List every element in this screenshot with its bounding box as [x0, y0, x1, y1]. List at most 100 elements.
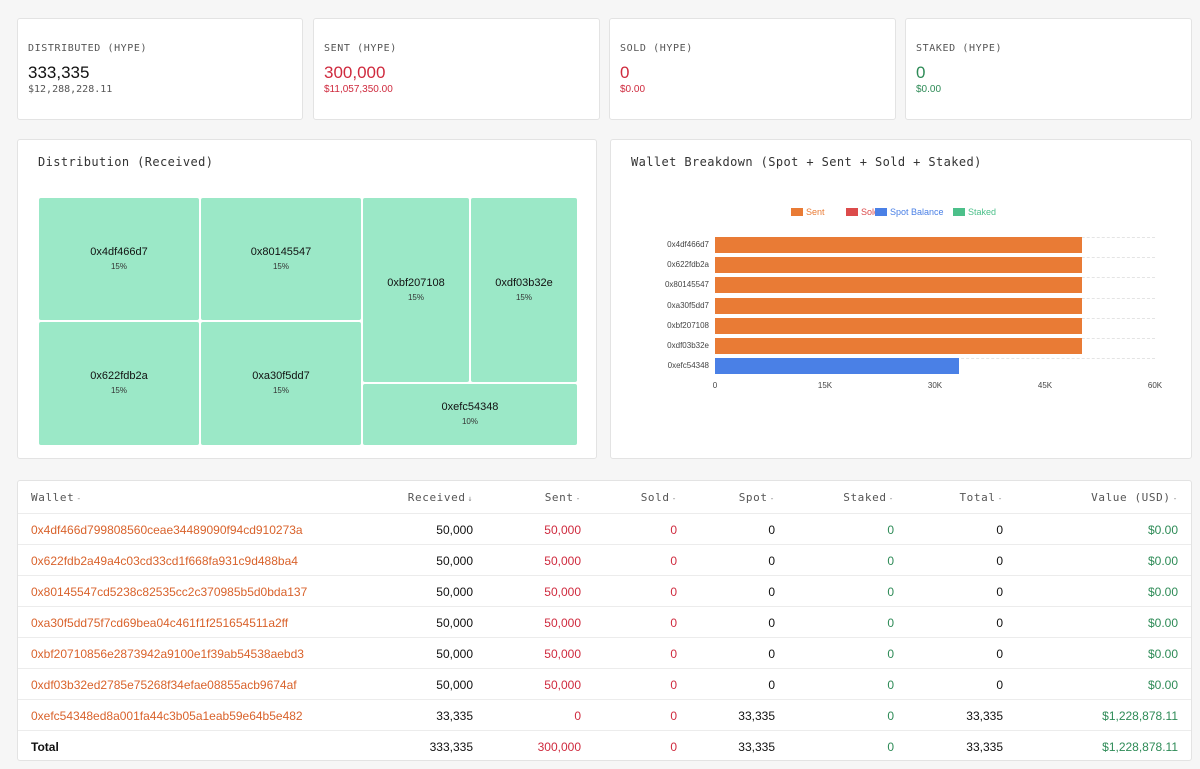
staked-value: 0: [887, 585, 894, 599]
treemap-tile[interactable]: 0x622fdb2a 15%: [39, 322, 199, 445]
total-received-value: 333,335: [429, 740, 473, 754]
header-wallet[interactable]: Wallet -: [31, 491, 82, 504]
treemap-tile[interactable]: 0x80145547 15%: [201, 198, 361, 320]
bar-sent[interactable]: [715, 277, 1082, 294]
bar-sent[interactable]: [715, 338, 1082, 354]
x-tick-label: 15K: [817, 381, 833, 390]
stat-label: DISTRIBUTED (HYPE): [28, 43, 148, 54]
header-label: Sold: [640, 491, 670, 504]
usd-value: $0.00: [1147, 647, 1178, 661]
total-value: 33,335: [966, 709, 1003, 723]
tile-pct: 15%: [272, 262, 289, 271]
legend-swatch: [953, 208, 965, 216]
total-usd-value: $1,228,878.11: [1102, 740, 1178, 754]
table-row: 0x622fdb2a49a4c03cd33cd1f668fa931c9d488b…: [18, 545, 1191, 576]
header-staked[interactable]: Staked -: [843, 491, 894, 504]
sort-indicator: -: [997, 494, 1003, 503]
total-sold-value: 0: [670, 740, 677, 754]
header-total[interactable]: Total -: [959, 491, 1003, 504]
x-tick-label: 30K: [927, 381, 943, 390]
received-value: 50,000: [436, 585, 473, 599]
header-received[interactable]: Received ↓: [408, 491, 473, 504]
spot-value: 33,335: [738, 709, 775, 723]
category-label: 0x80145547: [664, 280, 709, 290]
legend-item[interactable]: Sold: [846, 207, 879, 217]
wallet-link[interactable]: 0xefc54348ed8a001fa44c3b05a1eab59e64b5e4…: [31, 709, 303, 723]
sort-indicator: ↓: [467, 494, 473, 503]
category-label: 0xa30f5dd7: [667, 300, 709, 310]
wallet-link[interactable]: 0x622fdb2a49a4c03cd33cd1f668fa931c9d488b…: [31, 554, 298, 568]
header-label: Wallet: [31, 491, 75, 504]
wallet-link[interactable]: 0xbf20710856e2873942a9100e1f39ab54538aeb…: [31, 647, 304, 661]
bar-sent[interactable]: [715, 257, 1082, 274]
sold-value: 0: [670, 523, 677, 537]
wallet-link[interactable]: 0x80145547cd5238c82535cc2c370985b5d0bda1…: [31, 585, 308, 599]
usd-value: $0.00: [1147, 585, 1178, 599]
bar-sent[interactable]: [715, 237, 1082, 253]
tile-name: 0x80145547: [250, 246, 312, 258]
stat-label: SENT (HYPE): [324, 43, 397, 54]
wallet-breakdown-panel: Wallet Breakdown (Spot + Sent + Sold + S…: [610, 139, 1192, 459]
staked-value: 0: [887, 678, 894, 692]
wallet-link[interactable]: 0xa30f5dd75f7cd69bea04c461f1f251654511a2…: [31, 616, 289, 630]
usd-value: $0.00: [1147, 616, 1178, 630]
x-tick-label: 0: [712, 381, 718, 390]
sold-value: 0: [670, 709, 677, 723]
stat-label: STAKED (HYPE): [916, 43, 1003, 54]
wallet-link[interactable]: 0xdf03b32ed2785e75268f34efae08855acb9674…: [31, 678, 297, 692]
bar-sent[interactable]: [715, 317, 1082, 334]
stat-card-distributed: DISTRIBUTED (HYPE) 333,335 $12,288,228.1…: [17, 18, 303, 120]
total-value: 0: [996, 523, 1003, 537]
spot-value: 0: [768, 523, 775, 537]
usd-value: $0.00: [1147, 523, 1178, 537]
received-value: 50,000: [436, 678, 473, 692]
spot-value: 0: [768, 554, 775, 568]
sent-value: 50,000: [544, 554, 581, 568]
bar-sent[interactable]: [715, 297, 1082, 314]
header-label: Staked: [843, 491, 887, 504]
sold-value: 0: [670, 616, 677, 630]
stat-value: 300,000: [324, 63, 386, 82]
table-row: 0x80145547cd5238c82535cc2c370985b5d0bda1…: [18, 576, 1191, 607]
staked-value: 0: [887, 647, 894, 661]
treemap-tile[interactable]: 0xdf03b32e 15%: [471, 198, 577, 382]
sent-value: 50,000: [544, 523, 581, 537]
treemap-tile[interactable]: 0x4df466d7 15%: [39, 198, 199, 320]
header-spot[interactable]: Spot -: [739, 491, 775, 504]
legend-item[interactable]: Staked: [953, 207, 996, 217]
tile-pct: 15%: [272, 386, 289, 395]
header-sold[interactable]: Sold -: [641, 491, 677, 504]
bar-spot-balance[interactable]: [715, 358, 960, 375]
treemap-tile[interactable]: 0xefc54348 10%: [363, 384, 577, 445]
stat-card-sold: SOLD (HYPE) 0 $0.00: [609, 18, 896, 120]
usd-value: $0.00: [1147, 678, 1178, 692]
tile-pct: 15%: [407, 293, 424, 302]
stat-usd: $0.00: [916, 84, 942, 95]
tile-pct: 10%: [461, 417, 478, 426]
legend-item[interactable]: Spot Balance: [875, 207, 944, 217]
wallet-link[interactable]: 0x4df466d799808560ceae34489090f94cd91027…: [31, 523, 303, 537]
legend-item[interactable]: Sent: [791, 207, 825, 217]
table-row: 0x4df466d799808560ceae34489090f94cd91027…: [18, 514, 1191, 545]
chart-title: Wallet Breakdown (Spot + Sent + Sold + S…: [631, 155, 982, 169]
header-sent[interactable]: Sent -: [545, 491, 581, 504]
legend-swatch: [875, 208, 887, 216]
header-label: Sent: [544, 491, 574, 504]
tile-pct: 15%: [515, 293, 532, 302]
received-value: 50,000: [436, 523, 473, 537]
total-total-value: 33,335: [966, 740, 1003, 754]
category-label: 0xefc54348: [667, 361, 709, 371]
total-value: 0: [996, 647, 1003, 661]
table-row: 0xbf20710856e2873942a9100e1f39ab54538aeb…: [18, 638, 1191, 669]
header-value-usd[interactable]: Value (USD) -: [1091, 491, 1178, 504]
legend-swatch: [846, 208, 858, 216]
legend-label: Sold: [861, 207, 880, 217]
tile-name: 0x622fdb2a: [90, 370, 148, 382]
legend-label: Spot Balance: [890, 207, 944, 217]
staked-value: 0: [887, 709, 894, 723]
staked-value: 0: [887, 523, 894, 537]
treemap-tile[interactable]: 0xbf207108 15%: [363, 198, 469, 382]
total-value: 0: [996, 678, 1003, 692]
treemap-tile[interactable]: 0xa30f5dd7 15%: [201, 322, 361, 445]
staked-value: 0: [887, 554, 894, 568]
